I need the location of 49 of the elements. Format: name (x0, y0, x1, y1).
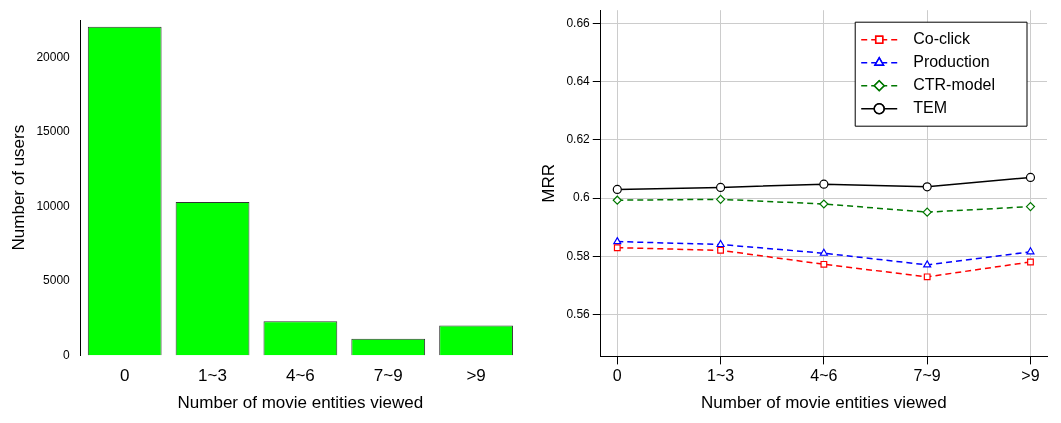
legend-label: Production (913, 53, 990, 71)
x-tick-label: >9 (466, 366, 486, 386)
point (716, 239, 725, 248)
x-tick-label: 1~3 (198, 366, 227, 386)
x-axis-title: Number of movie entities viewed (177, 393, 424, 413)
x-axis-title: Number of movie entities viewed (701, 393, 947, 413)
y-tick-label: 0.6 (573, 190, 591, 205)
y-tick-label: 0.62 (566, 132, 591, 147)
y-tick-label: 0 (63, 347, 71, 362)
x-tick-label: 0 (119, 366, 130, 386)
point (819, 179, 829, 189)
x-tick-label: 7~9 (373, 366, 403, 386)
y-tick-label: 0.56 (566, 307, 591, 322)
x-tick-label: >9 (1021, 367, 1040, 385)
point (922, 182, 932, 192)
point (715, 182, 726, 192)
x-tick-label: 4~6 (285, 366, 315, 386)
point (820, 260, 828, 268)
point (1025, 202, 1036, 212)
point (1026, 247, 1035, 255)
y-axis-title: MRR (538, 163, 558, 203)
y-tick-label: 0.64 (566, 73, 591, 88)
y-tick-label: 5000 (43, 273, 71, 288)
point (715, 194, 726, 204)
y-tick-label: 0.66 (566, 15, 591, 30)
y-tick-label: 15000 (36, 124, 71, 139)
point (819, 248, 828, 256)
y-tick-label: 10000 (36, 198, 71, 213)
x-tick-label: 7~9 (913, 367, 941, 385)
point (923, 260, 932, 268)
point (613, 236, 622, 245)
x-tick-label: 0 (612, 367, 622, 385)
y-tick-label: 20000 (36, 49, 71, 64)
point (923, 273, 931, 281)
point (1027, 258, 1034, 266)
point (922, 207, 932, 217)
point (1025, 172, 1036, 183)
y-axis-title: Number of users (8, 124, 28, 251)
point (612, 195, 622, 205)
point (717, 246, 725, 254)
y-tick-label: 0.58 (566, 248, 591, 263)
point (612, 184, 622, 195)
legend-label: Co-click (913, 30, 972, 48)
point (819, 199, 829, 209)
x-tick-label: 1~3 (707, 367, 735, 385)
legend-label: CTR-model (913, 76, 996, 94)
x-tick-label: 4~6 (810, 367, 838, 385)
point (613, 244, 621, 252)
legend-label: TEM (913, 99, 947, 117)
